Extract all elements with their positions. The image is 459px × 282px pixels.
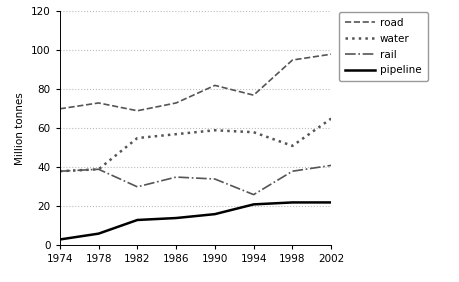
pipeline xyxy=(289,201,295,204)
water xyxy=(173,133,179,136)
Line: rail: rail xyxy=(60,165,330,195)
water xyxy=(95,168,101,171)
pipeline xyxy=(212,212,217,216)
water xyxy=(328,117,333,120)
rail xyxy=(134,185,140,189)
road xyxy=(289,58,295,62)
road xyxy=(212,84,217,87)
road xyxy=(57,107,62,111)
rail xyxy=(328,164,333,167)
road xyxy=(95,101,101,105)
Line: road: road xyxy=(60,54,330,111)
pipeline xyxy=(250,203,256,206)
Y-axis label: Million tonnes: Million tonnes xyxy=(16,92,25,165)
Legend: road, water, rail, pipeline: road, water, rail, pipeline xyxy=(338,12,427,81)
pipeline xyxy=(173,216,179,220)
water xyxy=(212,129,217,132)
rail xyxy=(173,175,179,179)
water xyxy=(289,144,295,147)
Line: water: water xyxy=(60,118,330,171)
road xyxy=(134,109,140,113)
pipeline xyxy=(95,232,101,235)
rail xyxy=(289,169,295,173)
pipeline xyxy=(134,218,140,222)
rail xyxy=(212,177,217,181)
pipeline xyxy=(57,238,62,241)
water xyxy=(250,131,256,134)
rail xyxy=(57,169,62,173)
water xyxy=(57,169,62,173)
rail xyxy=(250,193,256,196)
road xyxy=(250,93,256,97)
pipeline xyxy=(328,201,333,204)
rail xyxy=(95,168,101,171)
water xyxy=(134,136,140,140)
Line: pipeline: pipeline xyxy=(60,202,330,239)
road xyxy=(328,52,333,56)
road xyxy=(173,101,179,105)
